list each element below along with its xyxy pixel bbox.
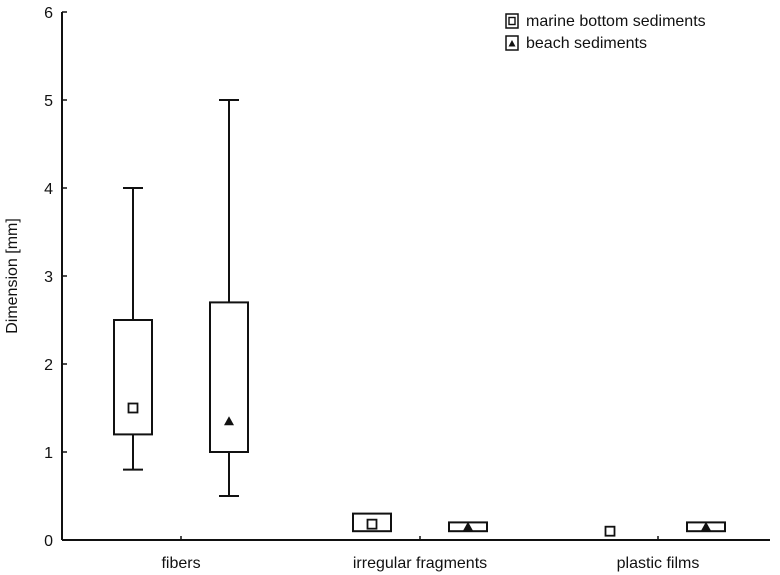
iqr-box (209, 301, 249, 453)
mean-triangle-marker (463, 521, 473, 531)
box-1-1 (448, 521, 488, 533)
box-1-2 (686, 521, 726, 533)
iqr-box (352, 512, 392, 533)
y-tick-label: 4 (44, 181, 53, 198)
x-axis-ticks: fibers irregular fragments plastic films (161, 536, 699, 572)
axes (61, 12, 770, 541)
mean-square-marker (127, 402, 139, 414)
legend-triangle-icon (508, 40, 516, 47)
legend-label: beach sediments (526, 35, 647, 52)
mean-square-marker (366, 518, 378, 530)
y-tick-label: 2 (44, 357, 53, 374)
mean-triangle-marker (224, 416, 234, 426)
y-tick-label: 0 (44, 533, 53, 550)
y-axis-ticks: 0 1 2 3 4 5 6 (44, 5, 67, 550)
legend: marine bottom sediments beach sediments (505, 13, 706, 52)
legend-square-icon (508, 16, 516, 26)
box-0-1 (352, 512, 392, 533)
x-tick-label: plastic films (617, 555, 700, 572)
x-tick-label: irregular fragments (353, 555, 487, 572)
y-tick-label: 5 (44, 93, 53, 110)
x-tick-label: fibers (161, 555, 200, 572)
box-0-0 (113, 187, 153, 471)
mean-triangle-marker (701, 521, 711, 531)
y-tick-label: 3 (44, 269, 53, 286)
y-tick-label: 1 (44, 445, 53, 462)
mean-square-marker (604, 525, 616, 537)
y-axis-label: Dimension [mm] (4, 218, 21, 334)
y-tick-label: 6 (44, 5, 53, 22)
legend-swatch-box (505, 13, 519, 29)
box-1-0 (209, 99, 249, 497)
legend-label: marine bottom sediments (526, 13, 706, 30)
box-0-2 (604, 525, 616, 537)
iqr-box (113, 319, 153, 436)
box-plots (113, 99, 726, 537)
legend-swatch-box (505, 35, 519, 51)
